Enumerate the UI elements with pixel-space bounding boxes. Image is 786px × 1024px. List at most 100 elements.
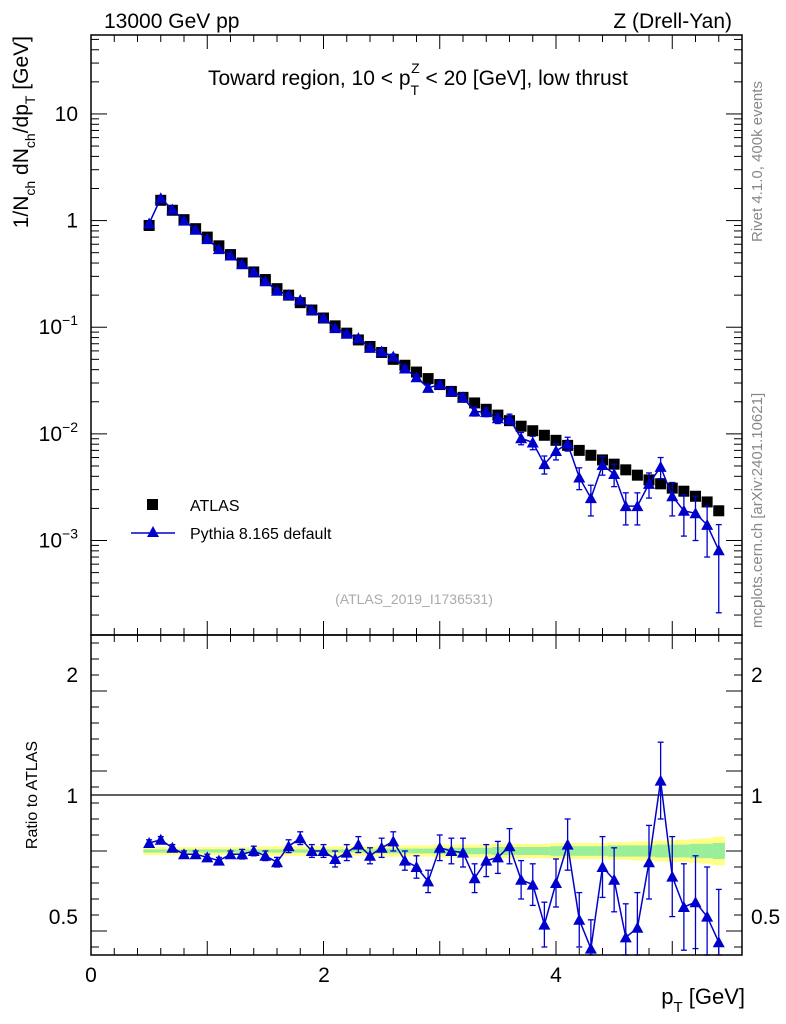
ratio-point bbox=[178, 848, 190, 860]
legend-atlas-label: ATLAS bbox=[190, 498, 240, 515]
ratio-band-inner bbox=[468, 847, 481, 855]
ratio-point bbox=[491, 851, 504, 863]
pythia-point bbox=[154, 192, 167, 204]
ratio-band-inner bbox=[526, 847, 539, 855]
ratio-point bbox=[573, 913, 586, 925]
ratio-point bbox=[468, 872, 481, 884]
pythia-point bbox=[364, 341, 376, 353]
ratio-point bbox=[305, 845, 318, 856]
ratio-band-inner bbox=[201, 849, 214, 853]
atlas-point bbox=[538, 429, 550, 441]
atlas-point bbox=[527, 425, 539, 437]
pythia-point bbox=[701, 518, 714, 530]
ratio-point bbox=[375, 841, 388, 853]
header-beam-label: 13000 GeV pp bbox=[104, 10, 239, 33]
pythia-point bbox=[654, 460, 667, 472]
pythia-point bbox=[689, 507, 702, 519]
ratio-point bbox=[433, 841, 446, 853]
rivet-version-label: Rivet 4.1.0, 400k events bbox=[749, 81, 766, 242]
pythia-point bbox=[712, 544, 725, 556]
legend-atlas-marker bbox=[147, 499, 158, 510]
pythia-point bbox=[294, 294, 307, 306]
main-panel: Toward region, 10 < pTZ < 20 [GeV], low … bbox=[10, 34, 743, 636]
atlas-point bbox=[631, 469, 643, 481]
pythia-point bbox=[515, 432, 528, 444]
pythia-point bbox=[271, 284, 283, 296]
ratio-point bbox=[398, 854, 411, 866]
pythia-point bbox=[666, 490, 679, 502]
ratio-point bbox=[410, 861, 423, 872]
pythia-point bbox=[584, 492, 597, 504]
pythia-point bbox=[619, 500, 632, 512]
pythia-point bbox=[352, 332, 365, 344]
main-panel-title: Toward region, 10 < pTZ < 20 [GeV], low … bbox=[208, 60, 628, 98]
ratio-point bbox=[329, 853, 342, 864]
atlas-point bbox=[469, 397, 481, 409]
ratio-point bbox=[643, 856, 655, 868]
ratio-point bbox=[352, 838, 365, 850]
pythia-point bbox=[643, 477, 655, 489]
pythia-point bbox=[491, 412, 504, 424]
analysis-watermark: (ATLAS_2019_I1736531) bbox=[335, 591, 493, 607]
pythia-point bbox=[247, 265, 260, 277]
ratio-band-inner bbox=[619, 845, 632, 857]
pythia-point bbox=[480, 406, 493, 418]
atlas-point bbox=[573, 444, 585, 456]
pythia-point bbox=[596, 459, 609, 471]
xtick-label: 0 bbox=[85, 964, 97, 987]
pythia-point bbox=[468, 405, 481, 417]
upper-ytick-labels: 10 1 10−1 10−2 10−3 bbox=[39, 103, 79, 553]
legend-pythia-label: Pythia 8.165 default bbox=[190, 526, 332, 543]
ratio-point bbox=[480, 854, 493, 866]
pythia-point bbox=[573, 471, 586, 483]
ratio-point bbox=[422, 875, 435, 887]
pythia-point bbox=[677, 504, 690, 516]
ratio-band-inner bbox=[271, 849, 284, 853]
pythia-point bbox=[503, 412, 516, 424]
ratio-point bbox=[364, 849, 376, 861]
ratio-point bbox=[503, 840, 516, 852]
ratio-point bbox=[457, 846, 469, 858]
ratio-point bbox=[701, 910, 714, 922]
ratio-point bbox=[596, 861, 609, 872]
pythia-point bbox=[329, 322, 342, 334]
pythia-point bbox=[526, 436, 539, 448]
main-panel-ylabel: 1/Nch dNch/dpT [GeV] bbox=[10, 36, 38, 228]
ratio-point bbox=[201, 851, 214, 863]
xtick-label: 4 bbox=[550, 964, 562, 987]
ratio-panel-frame bbox=[90, 634, 743, 956]
pythia-point bbox=[305, 304, 318, 316]
pythia-point bbox=[375, 345, 388, 357]
ratio-point bbox=[282, 840, 295, 852]
ratio-band-inner bbox=[515, 847, 528, 855]
ratio-band-inner bbox=[585, 846, 597, 856]
pythia-point bbox=[387, 350, 400, 362]
ratio-band-inner bbox=[538, 847, 551, 855]
atlas-point bbox=[655, 478, 667, 490]
pythia-point bbox=[550, 445, 562, 457]
header-process-label: Z (Drell-Yan) bbox=[613, 10, 732, 33]
ratio-point bbox=[317, 845, 330, 856]
upper-ytick-label: 10 bbox=[55, 103, 78, 126]
atlas-point bbox=[550, 434, 562, 446]
pythia-point bbox=[189, 223, 202, 235]
upper-axis-ticks bbox=[90, 35, 743, 635]
ratio-point bbox=[445, 845, 458, 856]
ratio-point bbox=[247, 845, 260, 856]
atlas-point bbox=[678, 485, 690, 497]
ratio-point bbox=[271, 856, 283, 868]
xlabel: pT [GeV] bbox=[661, 984, 745, 1016]
atlas-point bbox=[701, 496, 713, 508]
ratio-ytick-label-left: 2 bbox=[66, 664, 78, 687]
pythia-point bbox=[561, 437, 574, 449]
ratio-band-inner bbox=[143, 849, 156, 853]
pythia-point bbox=[201, 233, 214, 245]
ratio-ylabel: Ratio to ATLAS bbox=[24, 741, 41, 849]
ratio-point bbox=[689, 896, 702, 908]
pythia-point bbox=[422, 381, 435, 393]
ratio-point bbox=[619, 931, 632, 943]
ratio-ytick-label-right: 0.5 bbox=[751, 906, 780, 929]
ratio-point bbox=[166, 841, 179, 853]
atlas-point bbox=[620, 464, 632, 476]
pythia-point bbox=[608, 468, 621, 480]
